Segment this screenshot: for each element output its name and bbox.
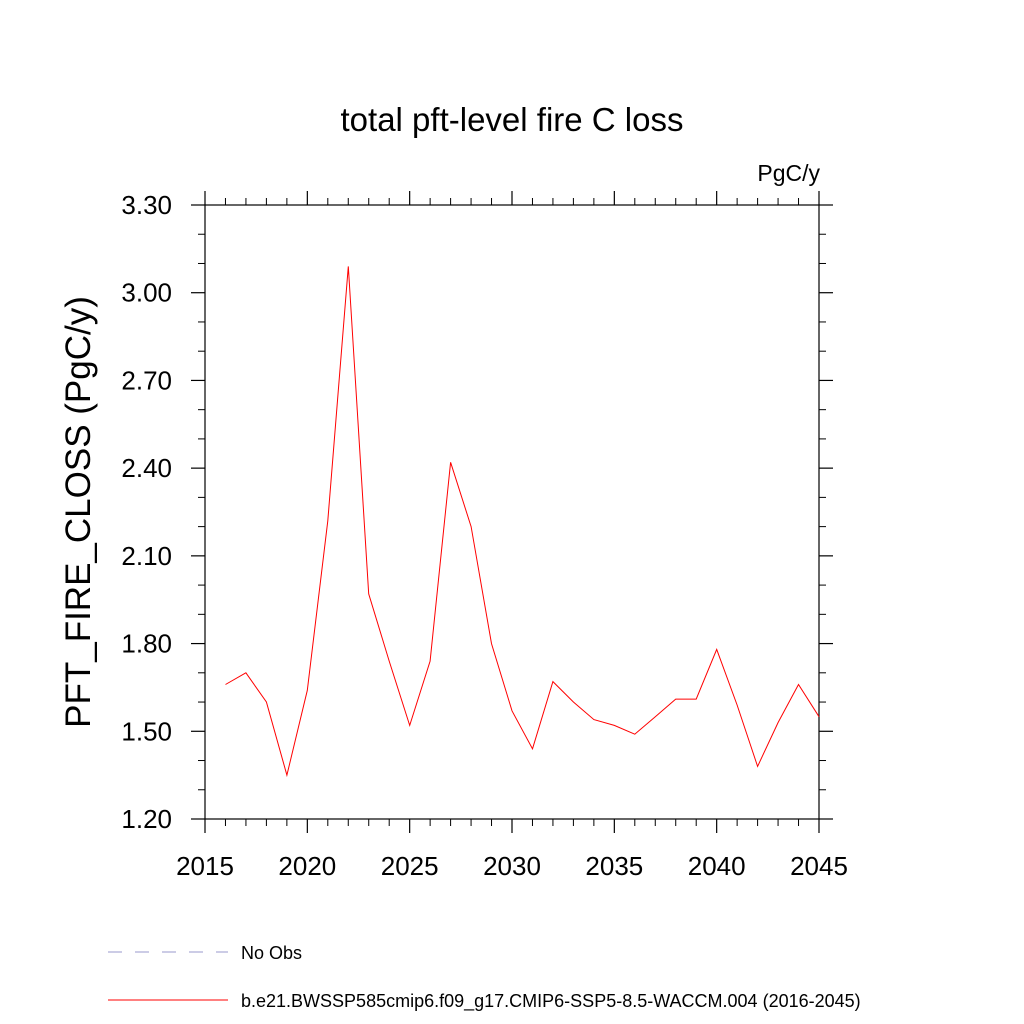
series-line	[225, 266, 820, 778]
x-tick-label: 2025	[381, 851, 439, 881]
y-tick-label: 1.20	[121, 804, 172, 834]
y-tick-label: 3.30	[121, 190, 172, 220]
legend-label: b.e21.BWSSP585cmip6.f09_g17.CMIP6-SSP5-8…	[241, 991, 861, 1012]
x-tick-label: 2030	[483, 851, 541, 881]
y-tick-label: 1.50	[121, 716, 172, 746]
plot-frame	[204, 204, 820, 820]
legend-label: No Obs	[241, 943, 302, 963]
tick-labels: 2015 2020 2025 2030 2035 2040 2045 1.20 1.50 1.80…	[121, 190, 848, 881]
chart-title: total pft-level fire C loss	[341, 101, 684, 138]
x-tick-label: 2045	[790, 851, 848, 881]
y-tick-label: 1.80	[121, 629, 172, 659]
y-tick-label: 2.40	[121, 453, 172, 483]
x-tick-label: 2040	[688, 851, 746, 881]
axis-ticks	[191, 191, 833, 833]
y-tick-label: 2.10	[121, 541, 172, 571]
legend: No Obs b.e21.BWSSP585cmip6.f09_g17.CMIP6-…	[108, 943, 861, 1012]
units-label: PgC/y	[757, 160, 820, 186]
x-tick-label: 2020	[278, 851, 336, 881]
series-layer	[225, 266, 820, 778]
x-tick-label: 2035	[585, 851, 643, 881]
y-tick-label: 3.00	[121, 278, 172, 308]
y-axis-label: PFT_FIRE_CLOSS (PgC/y)	[59, 296, 98, 728]
y-axis-label-group: PFT_FIRE_CLOSS (PgC/y)	[59, 296, 98, 728]
y-tick-label: 2.70	[121, 365, 172, 395]
x-tick-label: 2015	[176, 851, 234, 881]
